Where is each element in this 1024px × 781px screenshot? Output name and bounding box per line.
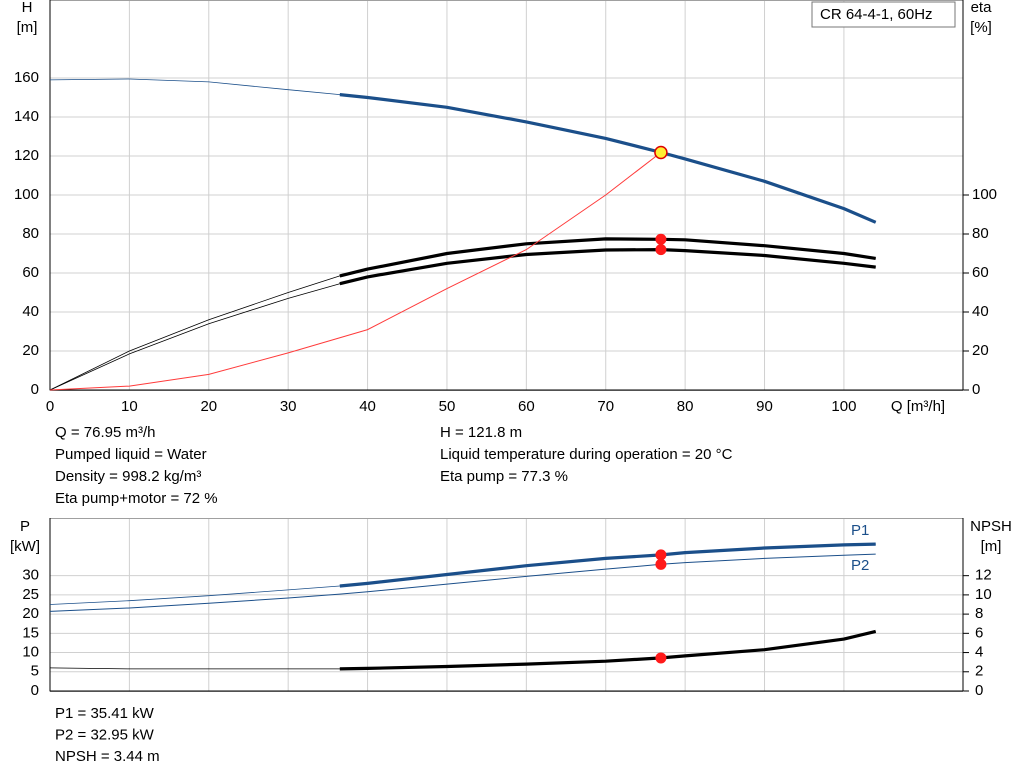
y2-tick-label: 80 — [972, 225, 989, 242]
legend-box — [811, 1, 956, 28]
y2-tick-label: 100 — [972, 186, 997, 203]
y2-tick-label: 0 — [972, 381, 980, 398]
curve-bold — [339, 629, 877, 671]
y2-tick-label: 60 — [972, 264, 989, 281]
x-axis-label: Q [m³/h] — [891, 398, 945, 415]
y-tick-label: 10 — [22, 644, 39, 661]
curve — [49, 152, 662, 391]
y2-tick-label: 2 — [975, 663, 983, 680]
y-tick-label: 0 — [31, 682, 39, 699]
info-text: H = 121.8 m — [440, 424, 522, 441]
y2-tick-label: 20 — [972, 342, 989, 359]
y-axis-label: [kW] — [10, 538, 40, 555]
y-tick-label: 15 — [22, 624, 39, 641]
y-tick-label: 100 — [14, 186, 39, 203]
operating-point — [655, 549, 667, 561]
x-tick-label: 10 — [121, 398, 138, 415]
y2-tick-label: 0 — [975, 682, 983, 699]
operating-point — [655, 558, 667, 570]
info-text: P2 = 32.95 kW — [55, 726, 155, 743]
info-text: Density = 998.2 kg/m³ — [55, 468, 201, 485]
y-tick-label: 60 — [22, 264, 39, 281]
y-tick-label: 20 — [22, 605, 39, 622]
y-tick-label: 40 — [22, 303, 39, 320]
operating-point — [655, 652, 667, 664]
curve-bold — [339, 93, 877, 224]
curve — [49, 249, 876, 391]
x-tick-label: 90 — [756, 398, 773, 415]
curve-bold — [339, 248, 876, 286]
y-tick-label: 0 — [31, 381, 39, 398]
x-tick-label: 20 — [200, 398, 217, 415]
y2-axis-label: eta — [971, 0, 993, 16]
legend-text: CR 64-4-1, 60Hz — [820, 6, 933, 23]
y2-axis-label: [%] — [970, 19, 992, 36]
info-text: Eta pump+motor = 72 % — [55, 490, 218, 507]
y2-tick-label: 4 — [975, 644, 983, 661]
y-tick-label: 140 — [14, 108, 39, 125]
x-tick-label: 0 — [46, 398, 54, 415]
curve — [49, 78, 876, 223]
y-tick-label: 25 — [22, 586, 39, 603]
info-text: Liquid temperature during operation = 20… — [440, 446, 733, 463]
y2-tick-label: 40 — [972, 303, 989, 320]
info-text: Pumped liquid = Water — [55, 446, 207, 463]
y2-tick-label: 6 — [975, 624, 983, 641]
y-axis-label: P — [20, 518, 30, 535]
curve-bold — [339, 542, 876, 588]
x-tick-label: 100 — [831, 398, 856, 415]
y-tick-label: 30 — [22, 567, 39, 584]
info-text: NPSH = 3.44 m — [55, 748, 160, 765]
x-tick-label: 50 — [439, 398, 456, 415]
series-label: P2 — [851, 557, 869, 574]
operating-point — [655, 233, 667, 245]
y-tick-label: 160 — [14, 69, 39, 86]
info-text: P1 = 35.41 kW — [55, 705, 155, 722]
y-axis-label: [m] — [17, 19, 38, 36]
y-tick-label: 120 — [14, 147, 39, 164]
y-tick-label: 80 — [22, 225, 39, 242]
y2-axis-label: [m] — [981, 538, 1002, 555]
y-tick-label: 5 — [31, 663, 39, 680]
curve-bold — [339, 237, 876, 278]
y-tick-label: 20 — [22, 342, 39, 359]
x-tick-label: 40 — [359, 398, 376, 415]
y2-tick-label: 8 — [975, 605, 983, 622]
y2-tick-label: 12 — [975, 567, 992, 584]
info-text: Eta pump = 77.3 % — [440, 468, 568, 485]
operating-point — [655, 244, 667, 256]
curve — [49, 553, 876, 612]
operating-point — [654, 145, 668, 160]
info-text: Q = 76.95 m³/h — [55, 424, 155, 441]
y-axis-label: H — [22, 0, 33, 16]
x-tick-label: 60 — [518, 398, 535, 415]
x-tick-label: 30 — [280, 398, 297, 415]
y2-axis-label: NPSH — [970, 518, 1012, 535]
y2-tick-label: 10 — [975, 586, 992, 603]
x-tick-label: 70 — [597, 398, 614, 415]
x-tick-label: 80 — [677, 398, 694, 415]
series-label: P1 — [851, 522, 869, 539]
